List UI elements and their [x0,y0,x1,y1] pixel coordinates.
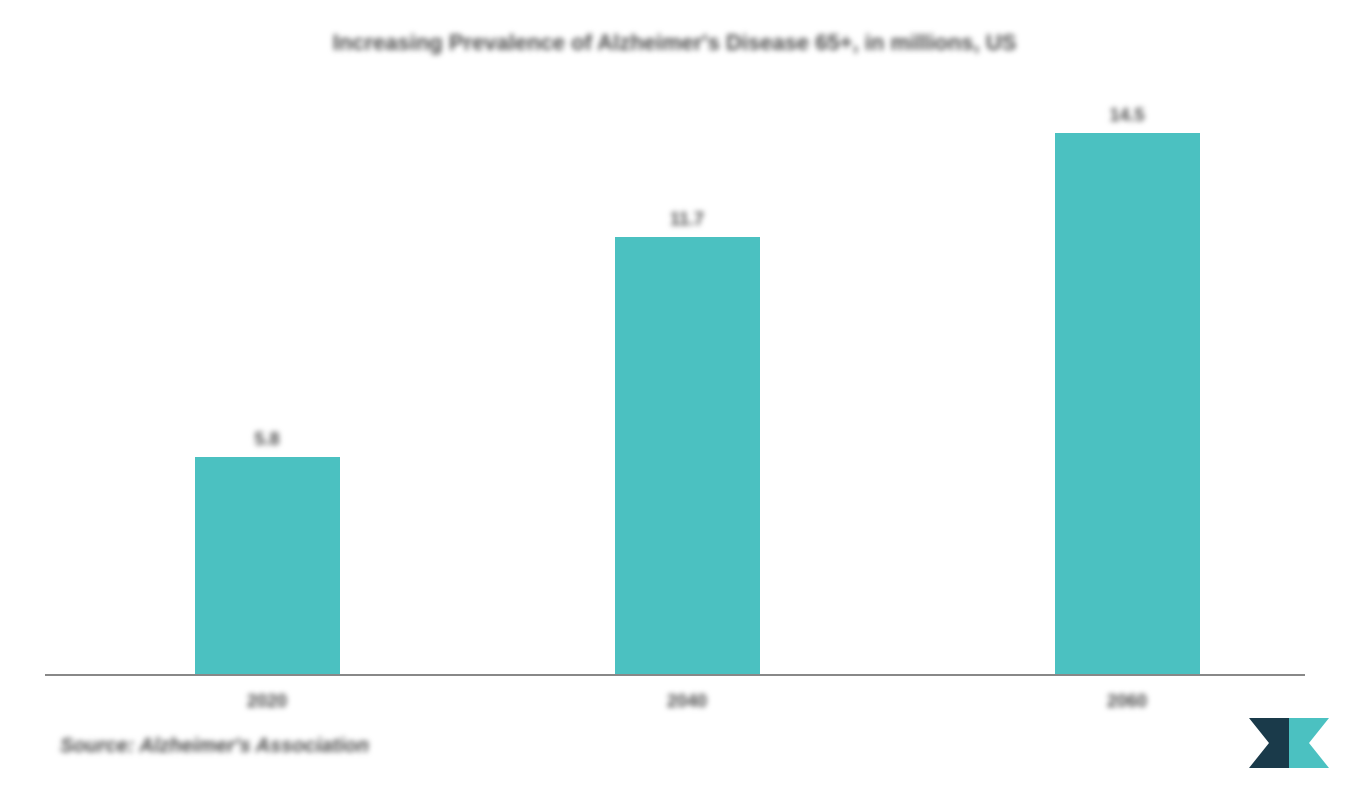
bar-label-2040: 11.7 [615,209,760,230]
x-label-2060: 2060 [1055,691,1200,712]
plot-area: 5.8 11.7 14.5 2020 2040 2060 [45,76,1305,676]
x-label-2020: 2020 [195,691,340,712]
bar-2040: 11.7 [615,237,760,674]
bar-label-2060: 14.5 [1055,105,1200,126]
source-text: Source: Alzheimer's Association [60,735,369,758]
brand-logo [1249,718,1329,768]
logo-right-shape [1289,718,1329,768]
chart-container: Increasing Prevalence of Alzheimer's Dis… [0,0,1349,788]
chart-title: Increasing Prevalence of Alzheimer's Dis… [40,30,1309,56]
logo-left-shape [1249,718,1289,768]
bar-2060: 14.5 [1055,133,1200,674]
x-label-2040: 2040 [615,691,760,712]
bar-2020: 5.8 [195,457,340,674]
bar-label-2020: 5.8 [195,429,340,450]
